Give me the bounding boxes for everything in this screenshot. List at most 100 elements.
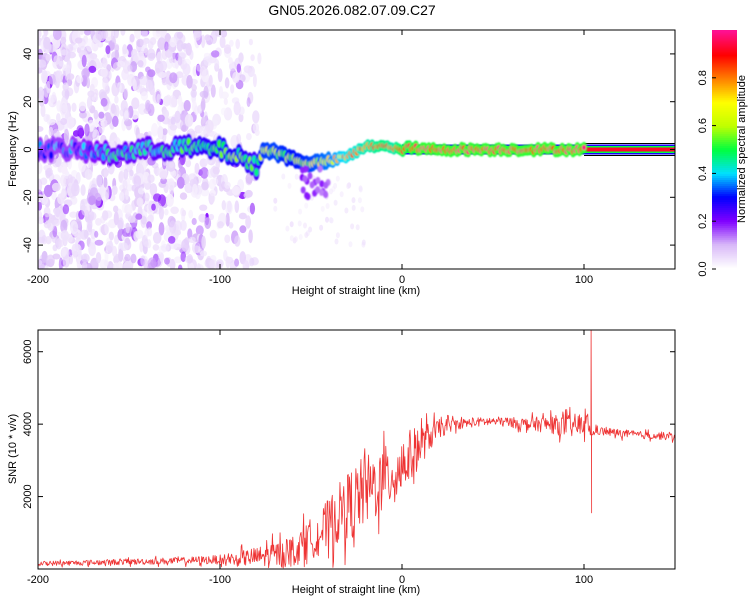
noise-cell — [208, 213, 215, 221]
noise-cell — [174, 110, 181, 124]
colorbar-step — [712, 181, 737, 184]
noise-cell — [227, 57, 233, 64]
noise-cell — [124, 204, 133, 215]
noise-cell — [334, 238, 339, 245]
noise-cell — [236, 63, 241, 73]
noise-cell — [152, 232, 162, 244]
colorbar-step — [712, 87, 737, 91]
noise-cell — [160, 177, 168, 184]
noise-cell — [246, 97, 251, 108]
colorbar-step — [712, 123, 737, 127]
noise-cell — [164, 33, 171, 43]
colorbar-step — [712, 89, 737, 93]
noise-cell — [78, 101, 87, 112]
y-tick-label: 0 — [22, 146, 34, 152]
colorbar-step — [712, 185, 737, 188]
colorbar-step — [712, 135, 737, 139]
y-tick-label: 4000 — [22, 412, 34, 436]
colorbar-step — [712, 121, 737, 125]
noise-cell — [182, 63, 191, 76]
noise-cell — [257, 52, 262, 65]
noise-cell — [72, 251, 78, 259]
noise-cell — [205, 119, 214, 133]
noise-cell — [238, 52, 244, 63]
colorbar-step — [712, 175, 737, 178]
noise-cell — [180, 251, 187, 263]
noise-cell — [38, 178, 43, 193]
noise-cell — [62, 82, 69, 91]
noise-cell — [125, 222, 130, 234]
noise-cell — [212, 166, 220, 175]
noise-cell — [40, 177, 48, 185]
noise-cell — [87, 90, 95, 98]
noise-cell — [81, 54, 87, 68]
noise-cell — [185, 42, 192, 56]
noise-cell — [147, 257, 157, 269]
x-tick-label: -100 — [209, 274, 231, 286]
noise-cell — [220, 30, 228, 38]
colorbar-step — [712, 197, 737, 200]
noise-cell — [43, 113, 50, 123]
noise-cell — [179, 192, 188, 200]
noise-cell — [94, 239, 104, 246]
noise-cell — [159, 170, 168, 180]
colorbar-step — [712, 239, 737, 242]
colorbar-step — [712, 173, 737, 176]
noise-cell — [171, 58, 180, 69]
noise-cell — [245, 173, 253, 185]
colorbar-step — [712, 225, 737, 228]
noise-cell — [114, 49, 120, 60]
noise-cell — [127, 215, 136, 223]
noise-cell — [125, 188, 129, 200]
noise-cell — [87, 218, 93, 233]
chart-title: GN05.2026.082.07.09.C27 — [268, 2, 436, 18]
colorbar-step — [712, 61, 737, 65]
noise-cell — [86, 77, 91, 89]
noise-cell — [249, 257, 255, 267]
noise-cell — [230, 84, 235, 94]
colorbar-step — [712, 131, 737, 135]
noise-cell — [84, 30, 92, 36]
noise-cell — [335, 175, 340, 182]
colorbar-step — [712, 201, 737, 204]
colorbar-step — [712, 55, 737, 59]
noise-cell — [38, 201, 42, 211]
noise-cell — [74, 233, 83, 240]
noise-cell — [209, 178, 216, 190]
noise-cell — [52, 253, 61, 260]
noise-cell — [166, 193, 174, 207]
snr-frame — [37, 329, 676, 570]
colorbar-step — [712, 155, 737, 159]
noise-cell — [152, 30, 162, 40]
colorbar-step — [712, 171, 737, 174]
noise-cell — [176, 31, 184, 39]
noise-cell — [123, 168, 129, 180]
noise-cell — [252, 110, 260, 124]
noise-cell — [143, 47, 149, 56]
colorbar-step — [712, 163, 737, 167]
noise-cell — [248, 38, 253, 46]
ridge-blob-core — [48, 151, 54, 160]
noise-cell — [55, 70, 64, 83]
noise-cell — [80, 184, 86, 196]
noise-cell — [100, 119, 108, 128]
noise-cell — [194, 162, 200, 175]
noise-cell — [164, 208, 169, 216]
noise-cell — [129, 169, 134, 177]
snr-panel: -200 -100 0 100 2000 4000 6000 Height of stra… — [7, 329, 676, 596]
noise-cell — [112, 115, 119, 127]
noise-cell — [163, 95, 171, 107]
noise-cell — [81, 253, 90, 263]
ridge-tail-blob — [319, 180, 325, 188]
colorbar-step — [712, 81, 737, 85]
noise-cell — [157, 71, 167, 79]
noise-cell — [63, 128, 70, 143]
ridge-blob-core — [252, 155, 257, 164]
y-tick-label: -20 — [22, 189, 34, 205]
noise-cell — [358, 185, 363, 192]
noise-cell — [245, 215, 252, 229]
noise-cell — [144, 192, 150, 202]
colorbar-step — [712, 161, 737, 165]
noise-cell — [199, 167, 209, 179]
